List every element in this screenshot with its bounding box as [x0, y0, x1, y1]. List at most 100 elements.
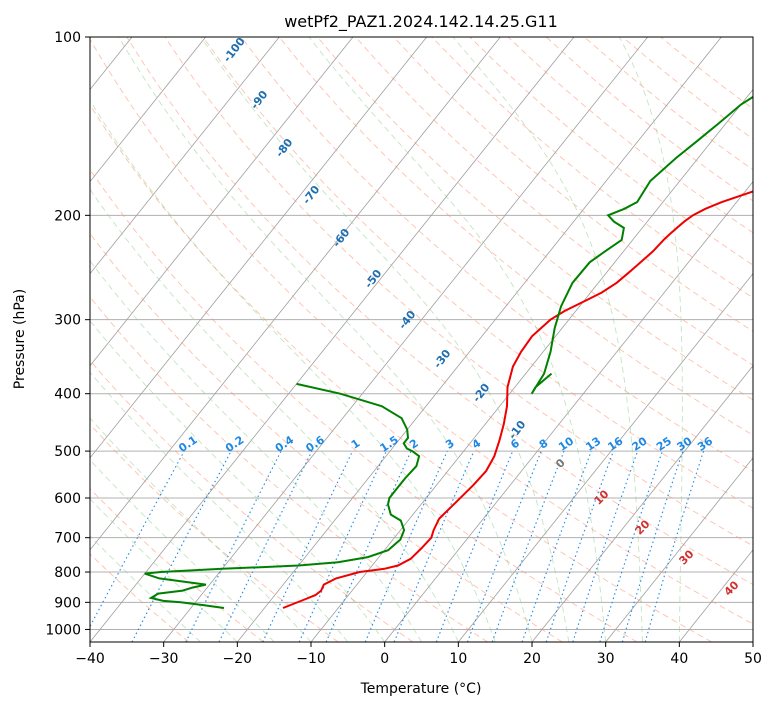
plot-frame — [89, 36, 754, 643]
isotherm-line — [90, 37, 575, 642]
isotherm-line — [237, 37, 722, 642]
y-tick-label: 900 — [54, 595, 81, 611]
y-tick-label: 400 — [54, 387, 81, 403]
moist-adiabat-line — [90, 320, 386, 642]
dry-adiabat-line — [545, 37, 753, 202]
isotherm-line — [310, 88, 753, 642]
dry-adiabat-line — [90, 553, 190, 642]
dry-adiabat-line — [90, 488, 264, 642]
mixing-ratio-line — [644, 450, 705, 642]
moist-adiabat-label: 10 — [592, 487, 612, 507]
dry-adiabat-line — [90, 104, 712, 642]
mixing-ratio-label: 0.2 — [223, 433, 246, 455]
x-tick-label: −30 — [149, 651, 179, 667]
x-axis-label: Temperature (°C) — [360, 681, 482, 697]
axis-ticks: −40 −30 −20 −10 0 10 20 30 40 5010020030040050060… — [45, 30, 762, 667]
mixing-ratio-label: 1.5 — [378, 433, 401, 455]
dewpoint-profile-line — [144, 382, 421, 609]
mixing-ratio-label: 3 — [443, 437, 457, 452]
isotherm-line — [163, 37, 648, 642]
y-tick-label: 800 — [54, 565, 81, 581]
isotherm-line — [90, 37, 206, 183]
isotherm-line — [384, 180, 753, 642]
dry-adiabat-line — [317, 37, 753, 401]
chart-title: wetPf2_PAZ1.2024.142.14.25.G11 — [284, 12, 558, 32]
dry-adiabat-line — [469, 37, 753, 266]
isotherm-line — [90, 37, 427, 459]
isotherm-line — [752, 641, 753, 642]
y-tick-label: 500 — [54, 444, 81, 460]
mixing-ratio-line — [262, 450, 353, 642]
mixing-ratio-label: 1 — [349, 437, 363, 452]
dry-adiabat-label: -30 — [431, 347, 454, 371]
isotherm-line — [679, 549, 753, 642]
mixing-ratio-line — [325, 450, 412, 642]
mixing-ratio-line — [466, 450, 542, 642]
y-tick-label: 100 — [54, 30, 81, 46]
mixing-ratio-line — [218, 450, 313, 642]
dry-adiabat-line — [164, 37, 753, 547]
isotherm-line — [90, 37, 354, 367]
x-tick-label: 0 — [380, 651, 389, 667]
moist-adiabat-label: 20 — [633, 517, 653, 537]
moist-adiabat-label: 0 — [553, 456, 568, 471]
moist-adiabat-line — [452, 37, 643, 642]
y-tick-label: 300 — [54, 313, 81, 329]
moist-adiabat-line — [90, 99, 496, 642]
dry-adiabat-line — [507, 37, 753, 234]
mixing-ratio-line — [90, 450, 185, 628]
mixing-ratio-label: 4 — [470, 436, 484, 451]
isotherm-line — [458, 273, 753, 642]
dry-adiabat-line — [90, 232, 563, 642]
dry-adiabat-line — [126, 37, 753, 586]
isotherm-line — [90, 37, 280, 275]
moist-adiabat-line — [90, 459, 275, 642]
isotherm-line — [531, 365, 753, 642]
mixing-ratio-label: 0.1 — [176, 433, 199, 455]
moist-adiabat-line — [90, 188, 459, 642]
x-tick-label: 10 — [449, 651, 467, 667]
isotherm-line — [90, 37, 501, 551]
dry-adiabat-label: -20 — [470, 381, 493, 405]
mixing-ratio-line — [599, 450, 663, 642]
dry-adiabat-line — [355, 37, 753, 366]
mixing-ratio-line — [572, 450, 639, 642]
mixing-ratio-line — [621, 450, 684, 642]
moist-adiabat-line — [308, 37, 607, 642]
mixing-ratio-line — [185, 450, 282, 642]
y-tick-label: 600 — [54, 491, 81, 507]
x-tick-label: 30 — [597, 651, 615, 667]
dry-adiabat-line — [90, 359, 414, 642]
x-tick-label: 20 — [523, 651, 541, 667]
mixing-ratio-label: 6 — [508, 436, 522, 451]
dry-adiabat-line — [278, 37, 753, 436]
moist-adiabat-line — [90, 498, 238, 642]
dry-adiabat-line — [584, 37, 753, 171]
dry-adiabat-line — [90, 296, 488, 642]
temperature-profile-line — [282, 190, 753, 609]
dry-adiabat-line — [393, 37, 753, 332]
moist-adiabat-line — [90, 535, 201, 642]
isotherm-line — [605, 457, 753, 642]
mixing-ratio-line — [364, 450, 448, 642]
moist-adiabat-line — [90, 371, 349, 642]
x-tick-label: −20 — [223, 651, 253, 667]
x-tick-label: −10 — [296, 651, 326, 667]
mixing-ratio-label: 0.6 — [303, 433, 327, 455]
dry-adiabat-line — [90, 38, 753, 625]
moist-adiabat-line — [90, 417, 312, 642]
mixing-ratio-label: 0.4 — [273, 433, 297, 455]
x-tick-label: 50 — [744, 651, 762, 667]
x-tick-label: 40 — [670, 651, 688, 667]
dewpoint-upper-profile-line — [530, 95, 753, 395]
mixing-ratio-line — [298, 450, 387, 642]
dry-adiabat-line — [90, 168, 638, 642]
moist-adiabat-line — [118, 37, 533, 642]
dry-adiabat-line — [90, 423, 339, 642]
y-axis-label: Pressure (hPa) — [12, 289, 28, 389]
dry-adiabat-label: -90 — [248, 88, 271, 112]
isotherm-line — [0, 37, 58, 642]
dry-adiabat-line — [431, 37, 753, 299]
mixing-ratio-line — [435, 450, 514, 642]
